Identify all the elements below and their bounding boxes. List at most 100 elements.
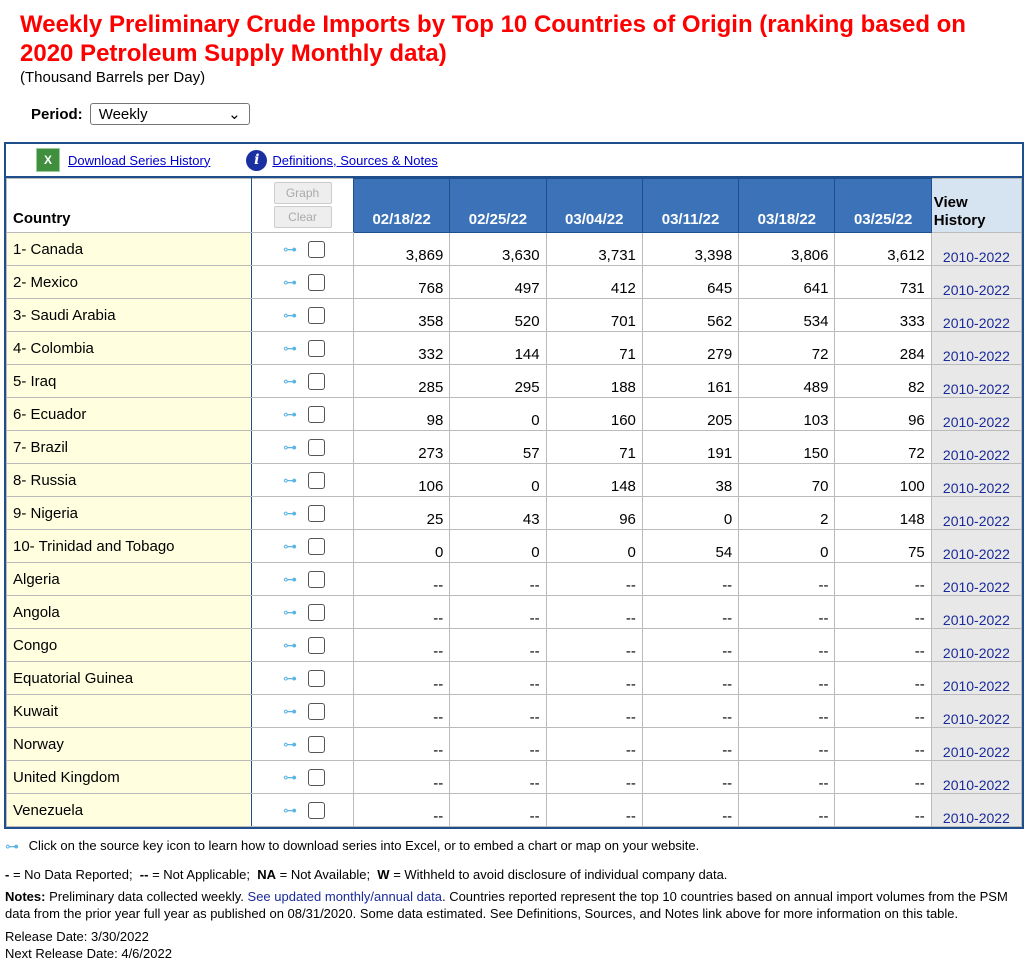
source-key-icon[interactable]: ⊶: [283, 438, 297, 455]
value-cell: --: [738, 562, 836, 596]
history-link[interactable]: 2010-2022: [930, 793, 1023, 827]
history-link[interactable]: 2010-2022: [930, 496, 1023, 530]
graph-checkbox[interactable]: [308, 537, 325, 555]
country-name: 6- Ecuador: [6, 397, 252, 431]
source-key-icon[interactable]: ⊶: [283, 471, 297, 488]
source-key-icon[interactable]: ⊶: [283, 702, 297, 719]
graph-checkbox[interactable]: [308, 438, 325, 456]
history-link[interactable]: 2010-2022: [930, 595, 1023, 629]
history-link[interactable]: 2010-2022: [930, 628, 1023, 662]
graph-checkbox[interactable]: [308, 801, 325, 819]
graph-checkbox[interactable]: [308, 636, 325, 654]
value-cell: 38: [641, 463, 740, 497]
value-cell: --: [738, 595, 836, 629]
graph-checkbox[interactable]: [308, 306, 325, 324]
source-key-icon[interactable]: ⊶: [283, 768, 297, 785]
value-cell: 3,612: [834, 232, 932, 266]
source-key-icon[interactable]: ⊶: [283, 273, 297, 290]
value-cell: --: [352, 727, 451, 761]
history-link[interactable]: 2010-2022: [930, 694, 1023, 728]
value-cell: --: [545, 562, 643, 596]
value-cell: 72: [834, 430, 932, 464]
value-cell: --: [449, 661, 547, 695]
value-cell: --: [352, 595, 451, 629]
excel-icon[interactable]: X: [36, 148, 60, 172]
period-select[interactable]: Weekly ⌄: [89, 103, 250, 125]
history-link[interactable]: 2010-2022: [930, 463, 1023, 497]
history-link[interactable]: 2010-2022: [930, 727, 1023, 761]
source-key-icon[interactable]: ⊶: [283, 636, 297, 653]
graph-button[interactable]: Graph: [273, 182, 332, 204]
graph-checkbox[interactable]: [308, 471, 325, 489]
history-link[interactable]: 2010-2022: [930, 430, 1023, 464]
graph-checkbox[interactable]: [308, 603, 325, 621]
data-table: Country Graph Clear 02/18/22 02/25/22 03/0…: [6, 178, 1023, 827]
table-row: Algeria ⊶ -- -- -- -- -- -- 2010-2022: [6, 562, 1023, 596]
source-key-icon[interactable]: ⊶: [283, 405, 297, 422]
updated-data-link[interactable]: See updated monthly/annual data: [247, 889, 442, 905]
history-link[interactable]: 2010-2022: [930, 562, 1023, 596]
history-link[interactable]: 2010-2022: [930, 364, 1023, 398]
value-cell: --: [545, 694, 643, 728]
history-link[interactable]: 2010-2022: [930, 529, 1023, 563]
value-cell: --: [641, 628, 740, 662]
source-key-icon[interactable]: ⊶: [283, 669, 297, 686]
row-controls: ⊶: [251, 463, 354, 497]
info-icon[interactable]: i: [246, 149, 268, 171]
value-cell: --: [834, 694, 932, 728]
value-cell: 148: [834, 496, 932, 530]
source-key-icon[interactable]: ⊶: [283, 735, 297, 752]
history-link[interactable]: 2010-2022: [930, 760, 1023, 794]
source-key-icon[interactable]: ⊶: [283, 570, 297, 587]
value-cell: 82: [834, 364, 932, 398]
graph-checkbox[interactable]: [308, 405, 325, 423]
definitions-link[interactable]: Definitions, Sources & Notes: [272, 152, 438, 168]
source-key-icon[interactable]: ⊶: [283, 801, 297, 818]
value-cell: 96: [545, 496, 643, 530]
graph-checkbox[interactable]: [308, 504, 325, 522]
source-key-icon[interactable]: ⊶: [283, 603, 297, 620]
graph-checkbox[interactable]: [308, 240, 325, 258]
source-key-icon[interactable]: ⊶: [283, 372, 297, 389]
value-cell: 641: [738, 265, 836, 299]
value-cell: 103: [738, 397, 836, 431]
history-link[interactable]: 2010-2022: [930, 661, 1023, 695]
value-cell: 701: [545, 298, 643, 332]
graph-checkbox[interactable]: [308, 669, 325, 687]
value-cell: --: [834, 793, 932, 827]
value-cell: --: [738, 727, 836, 761]
table-row: Angola ⊶ -- -- -- -- -- -- 2010-2022: [6, 595, 1023, 629]
history-link[interactable]: 2010-2022: [930, 397, 1023, 431]
table-row: Congo ⊶ -- -- -- -- -- -- 2010-2022: [6, 628, 1023, 662]
history-link[interactable]: 2010-2022: [930, 232, 1023, 266]
table-row: 2- Mexico ⊶ 768 497 412 645 641 731 2010-2022: [6, 265, 1023, 299]
graph-checkbox[interactable]: [308, 372, 325, 390]
source-key-icon[interactable]: ⊶: [283, 339, 297, 356]
history-link[interactable]: 2010-2022: [930, 298, 1023, 332]
graph-checkbox[interactable]: [308, 768, 325, 786]
history-link[interactable]: 2010-2022: [930, 331, 1023, 365]
table-row: 3- Saudi Arabia ⊶ 358 520 701 562 534 333 2010-2…: [6, 298, 1023, 332]
source-key-icon[interactable]: ⊶: [283, 537, 297, 554]
graph-checkbox[interactable]: [308, 735, 325, 753]
value-cell: 57: [449, 430, 547, 464]
clear-button[interactable]: Clear: [273, 206, 332, 228]
row-controls: ⊶: [251, 331, 354, 365]
download-series-history-link[interactable]: Download Series History: [68, 152, 211, 168]
row-controls: ⊶: [251, 727, 354, 761]
source-key-icon[interactable]: ⊶: [283, 240, 297, 257]
history-link[interactable]: 2010-2022: [930, 265, 1023, 299]
source-key-icon[interactable]: ⊶: [283, 504, 297, 521]
graph-checkbox[interactable]: [308, 273, 325, 291]
graph-checkbox[interactable]: [308, 339, 325, 357]
graph-checkbox[interactable]: [308, 570, 325, 588]
value-cell: 645: [641, 265, 740, 299]
value-cell: --: [641, 760, 740, 794]
country-name: Equatorial Guinea: [6, 661, 252, 695]
source-key-icon[interactable]: ⊶: [283, 306, 297, 323]
value-cell: 161: [641, 364, 740, 398]
graph-checkbox[interactable]: [308, 702, 325, 720]
value-cell: --: [352, 562, 451, 596]
row-controls: ⊶: [251, 760, 354, 794]
legend-note: - = No Data Reported; -- = Not Applicabl…: [5, 866, 1020, 883]
